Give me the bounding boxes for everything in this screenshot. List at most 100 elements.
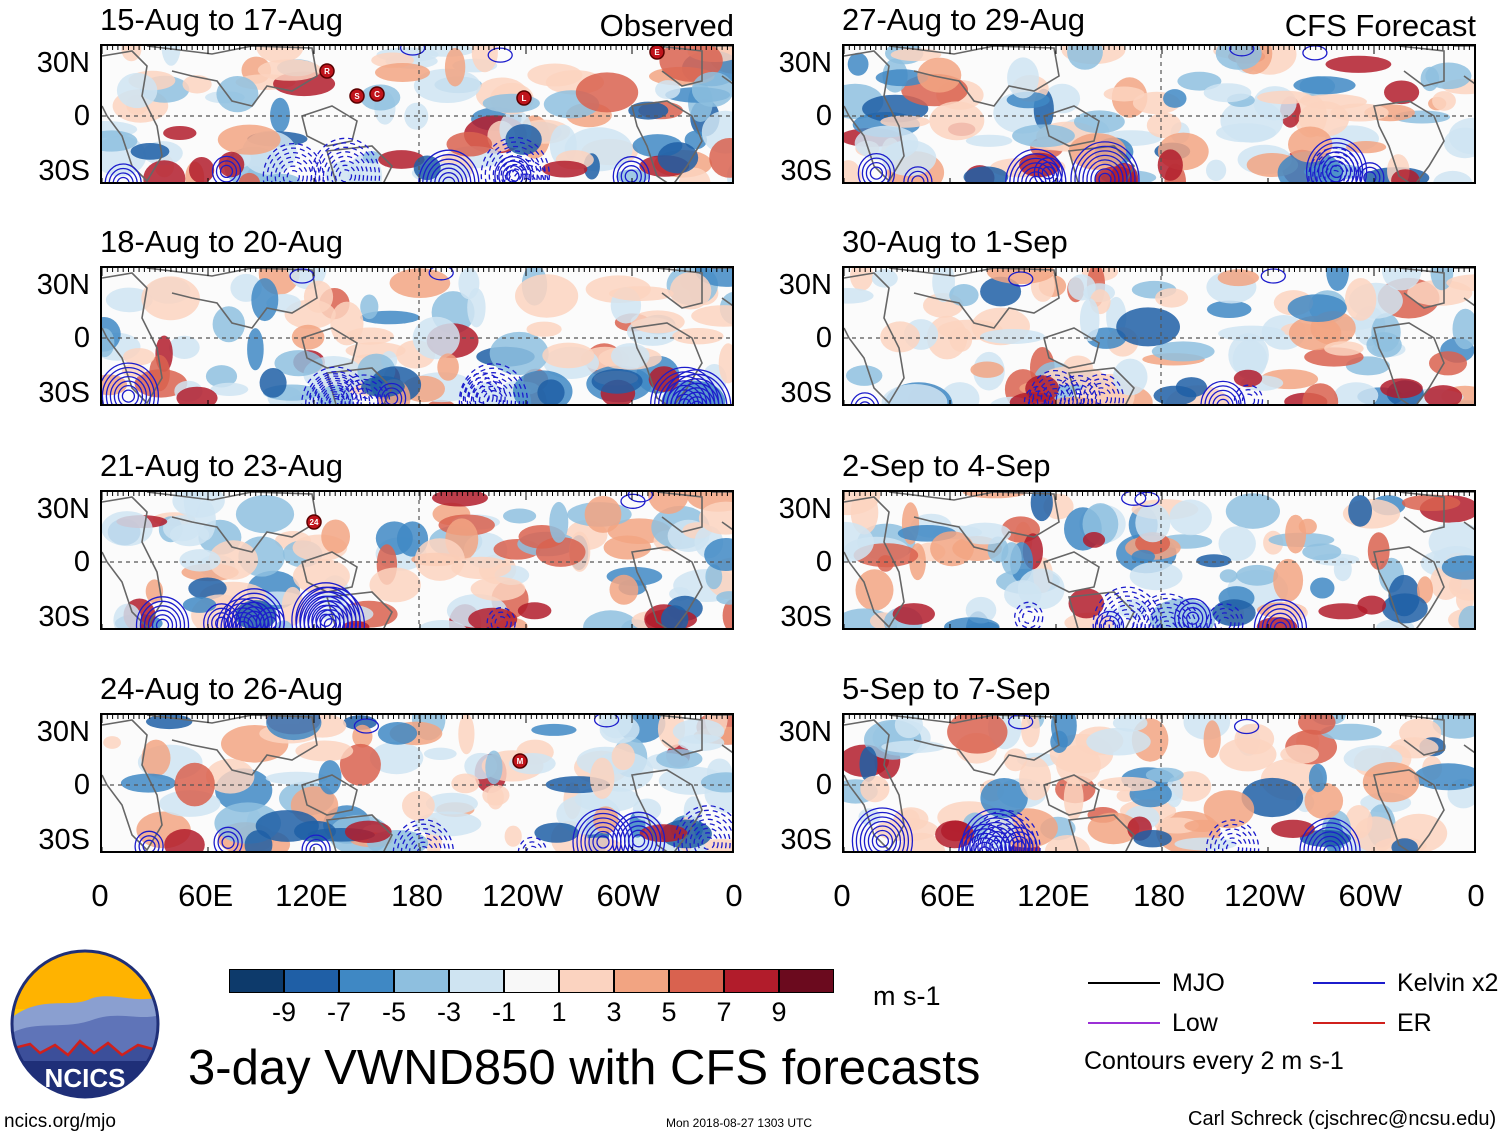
anomaly-core [189,157,215,182]
contour-ring [627,492,654,503]
contour-ring [987,827,1025,851]
lat-label: 0 [815,322,832,354]
colorbar-swatch [614,969,669,993]
colorbar-unit: m s-1 [873,981,941,1011]
contour-ring [314,142,377,182]
contour-ring [971,809,1041,851]
anomaly-blob [1203,720,1221,759]
colorbar-tick: -1 [491,997,516,1027]
anomaly-blob [716,591,732,605]
anomaly-blob [1345,278,1377,321]
anomaly-blob [1112,715,1148,732]
contour-ring [991,832,1021,851]
anomaly-blob [609,574,639,605]
anomaly-blob [1353,816,1397,851]
anomaly-blob [116,72,158,109]
contour-ring [112,172,134,182]
anomaly-blob [389,268,451,298]
anomaly-blob [691,305,732,327]
anomaly-blob [369,567,421,603]
anomaly-blob [1432,91,1456,111]
anomaly-blob [120,773,176,793]
anomaly-blob [549,501,569,543]
map-svg: R S C L E [102,46,732,182]
map-svg [844,492,1474,628]
contour-ring [384,391,399,404]
lon-label: 180 [391,878,443,913]
anomaly-blob [880,115,930,128]
panel-title: 21-Aug to 23-Aug [100,448,344,483]
map-panel: M [100,713,734,853]
contour-ring [1210,607,1240,628]
contour-ring [1315,835,1345,851]
anomaly-blob [930,531,974,567]
anomaly-blob [657,715,686,749]
contour-ring [670,389,700,404]
lat-label: 0 [73,546,90,578]
contour-ring [322,151,369,182]
anomaly-blob [113,603,142,628]
anomaly-blob [669,272,712,310]
anomaly-blob [485,750,503,785]
land-outline [656,268,703,309]
anomaly-core [1212,599,1256,627]
contour-ring [121,389,136,403]
contour-ring [674,393,696,404]
contour-ring [1316,156,1354,182]
lon-label: 120E [1017,878,1090,913]
contour-ring [1112,608,1142,628]
contour-ring [1209,823,1256,851]
anomaly-blob [415,811,482,837]
contour-ring [678,387,716,404]
contour-ring [903,166,933,182]
contour-ring [434,167,464,182]
anomaly-blob [672,328,724,345]
land-outline [1373,100,1445,182]
contour-ring [1321,155,1352,182]
anomaly-blob [860,775,890,803]
anomaly-blob [691,71,732,107]
contour-ring [323,618,338,628]
anomaly-blob [1325,55,1392,73]
land-outline [1373,546,1445,628]
contour-ring [286,169,300,182]
contour-ring [104,163,142,182]
anomaly-blob [504,825,522,847]
contour-ring [596,835,610,849]
storm-marker: R [319,63,335,79]
contour-ring [328,395,342,404]
contour-ring [301,834,331,851]
anomaly-blob [168,335,200,359]
contour-ring [221,835,235,849]
land-outline [1043,551,1100,593]
contour-ring [262,142,324,182]
kelvin-contours [104,46,650,182]
anomaly-blob [1206,300,1252,318]
panel-corner-label: Observed [599,8,734,43]
anomaly-blob [881,740,945,754]
footer-url[interactable]: ncics.org/mjo [4,1111,116,1132]
contour-ring [135,596,190,628]
anomaly-blob [377,722,418,745]
anomaly-core [1357,595,1386,615]
contour-ring [311,604,350,628]
contour-ring [1098,615,1121,628]
storm-marker: C [369,86,385,102]
anomaly-blob [1056,745,1101,785]
contour-ring [511,168,541,182]
contour-ring [1008,835,1030,851]
anomaly-blob [1068,274,1096,301]
contour-ring [319,613,333,627]
coastlines [102,46,732,182]
contour-ring [215,160,238,182]
lat-label: 30S [780,824,832,856]
contour-ring [412,841,434,851]
anomaly-blob [413,68,481,103]
contour-ring [658,375,712,404]
contour-ring [482,390,505,404]
contour-ring [1307,826,1353,851]
anomaly-core [244,830,273,851]
anomaly-blob [1082,532,1106,548]
anomaly-blob [1280,744,1319,764]
anomaly-blob [471,46,498,73]
